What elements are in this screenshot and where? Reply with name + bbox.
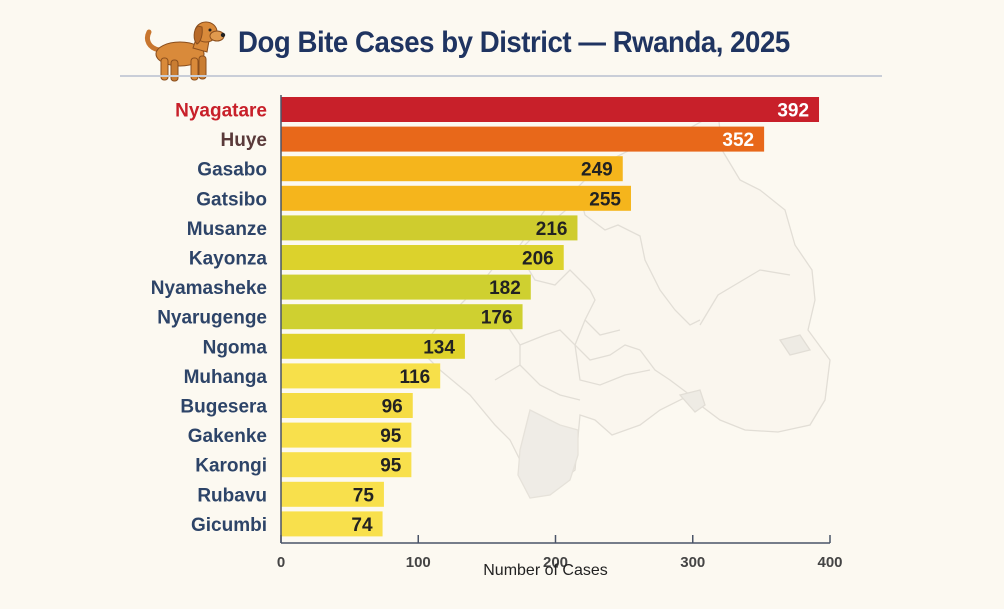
bar-bugesera: [281, 393, 413, 418]
value-label: 182: [489, 278, 521, 299]
category-label: Gicumbi: [191, 515, 267, 536]
value-label: 206: [522, 249, 554, 270]
category-label: Nyagatare: [175, 101, 267, 122]
value-label: 96: [382, 397, 403, 418]
category-label: Musanze: [187, 219, 267, 240]
value-label: 116: [400, 367, 431, 388]
value-label: 255: [589, 189, 621, 210]
x-axis-title: Number of Cases: [483, 562, 608, 579]
value-label: 95: [380, 426, 402, 447]
category-label: Ngoma: [203, 337, 268, 358]
dog-icon: [144, 21, 226, 82]
category-label: Nyamasheke: [151, 278, 267, 299]
x-tick-label: 0: [277, 554, 285, 571]
value-label: 352: [722, 130, 754, 151]
bar-musanze: [281, 215, 578, 241]
category-label: Gatsibo: [196, 189, 267, 210]
value-label: 249: [581, 160, 613, 181]
x-tick-label: 300: [680, 554, 705, 571]
category-label: Kayonza: [189, 249, 268, 270]
bar-nyagatare: [281, 97, 820, 122]
category-label: Nyarugenge: [157, 308, 267, 329]
bar-nyamasheke: [281, 274, 531, 300]
bar-huye: [281, 126, 765, 152]
value-label: 74: [351, 515, 373, 536]
category-label: Gasabo: [197, 160, 267, 181]
category-label: Muhanga: [184, 367, 268, 388]
bar-gakenke: [281, 422, 412, 448]
bar-kayonza: [281, 245, 564, 270]
bar-gicumbi: [281, 511, 383, 537]
value-label: 95: [380, 456, 402, 477]
bar-rubavu: [281, 481, 384, 507]
category-label: Rubavu: [197, 485, 267, 506]
value-label: 216: [536, 219, 568, 240]
title-divider: [120, 75, 882, 77]
bar-karongi: [281, 452, 412, 478]
category-label: Karongi: [195, 456, 267, 477]
x-tick-label: 100: [406, 554, 431, 571]
category-label: Gakenke: [188, 426, 267, 447]
x-tick-label: 400: [817, 554, 842, 571]
chart-title: Dog Bite Cases by District — Rwanda, 202…: [238, 26, 790, 59]
bar-muhanga: [281, 363, 441, 389]
bar-gatsibo: [281, 185, 631, 211]
value-label: 75: [353, 485, 375, 506]
bar-nyarugenge: [281, 304, 523, 330]
x-tick-label: 200: [543, 554, 568, 571]
value-label: 176: [481, 308, 513, 329]
bar-gasabo: [281, 156, 623, 182]
category-label: Bugesera: [180, 397, 267, 418]
value-label: 134: [423, 337, 455, 358]
bar-ngoma: [281, 333, 465, 359]
category-label: Huye: [221, 130, 267, 151]
value-label: 392: [777, 101, 809, 122]
